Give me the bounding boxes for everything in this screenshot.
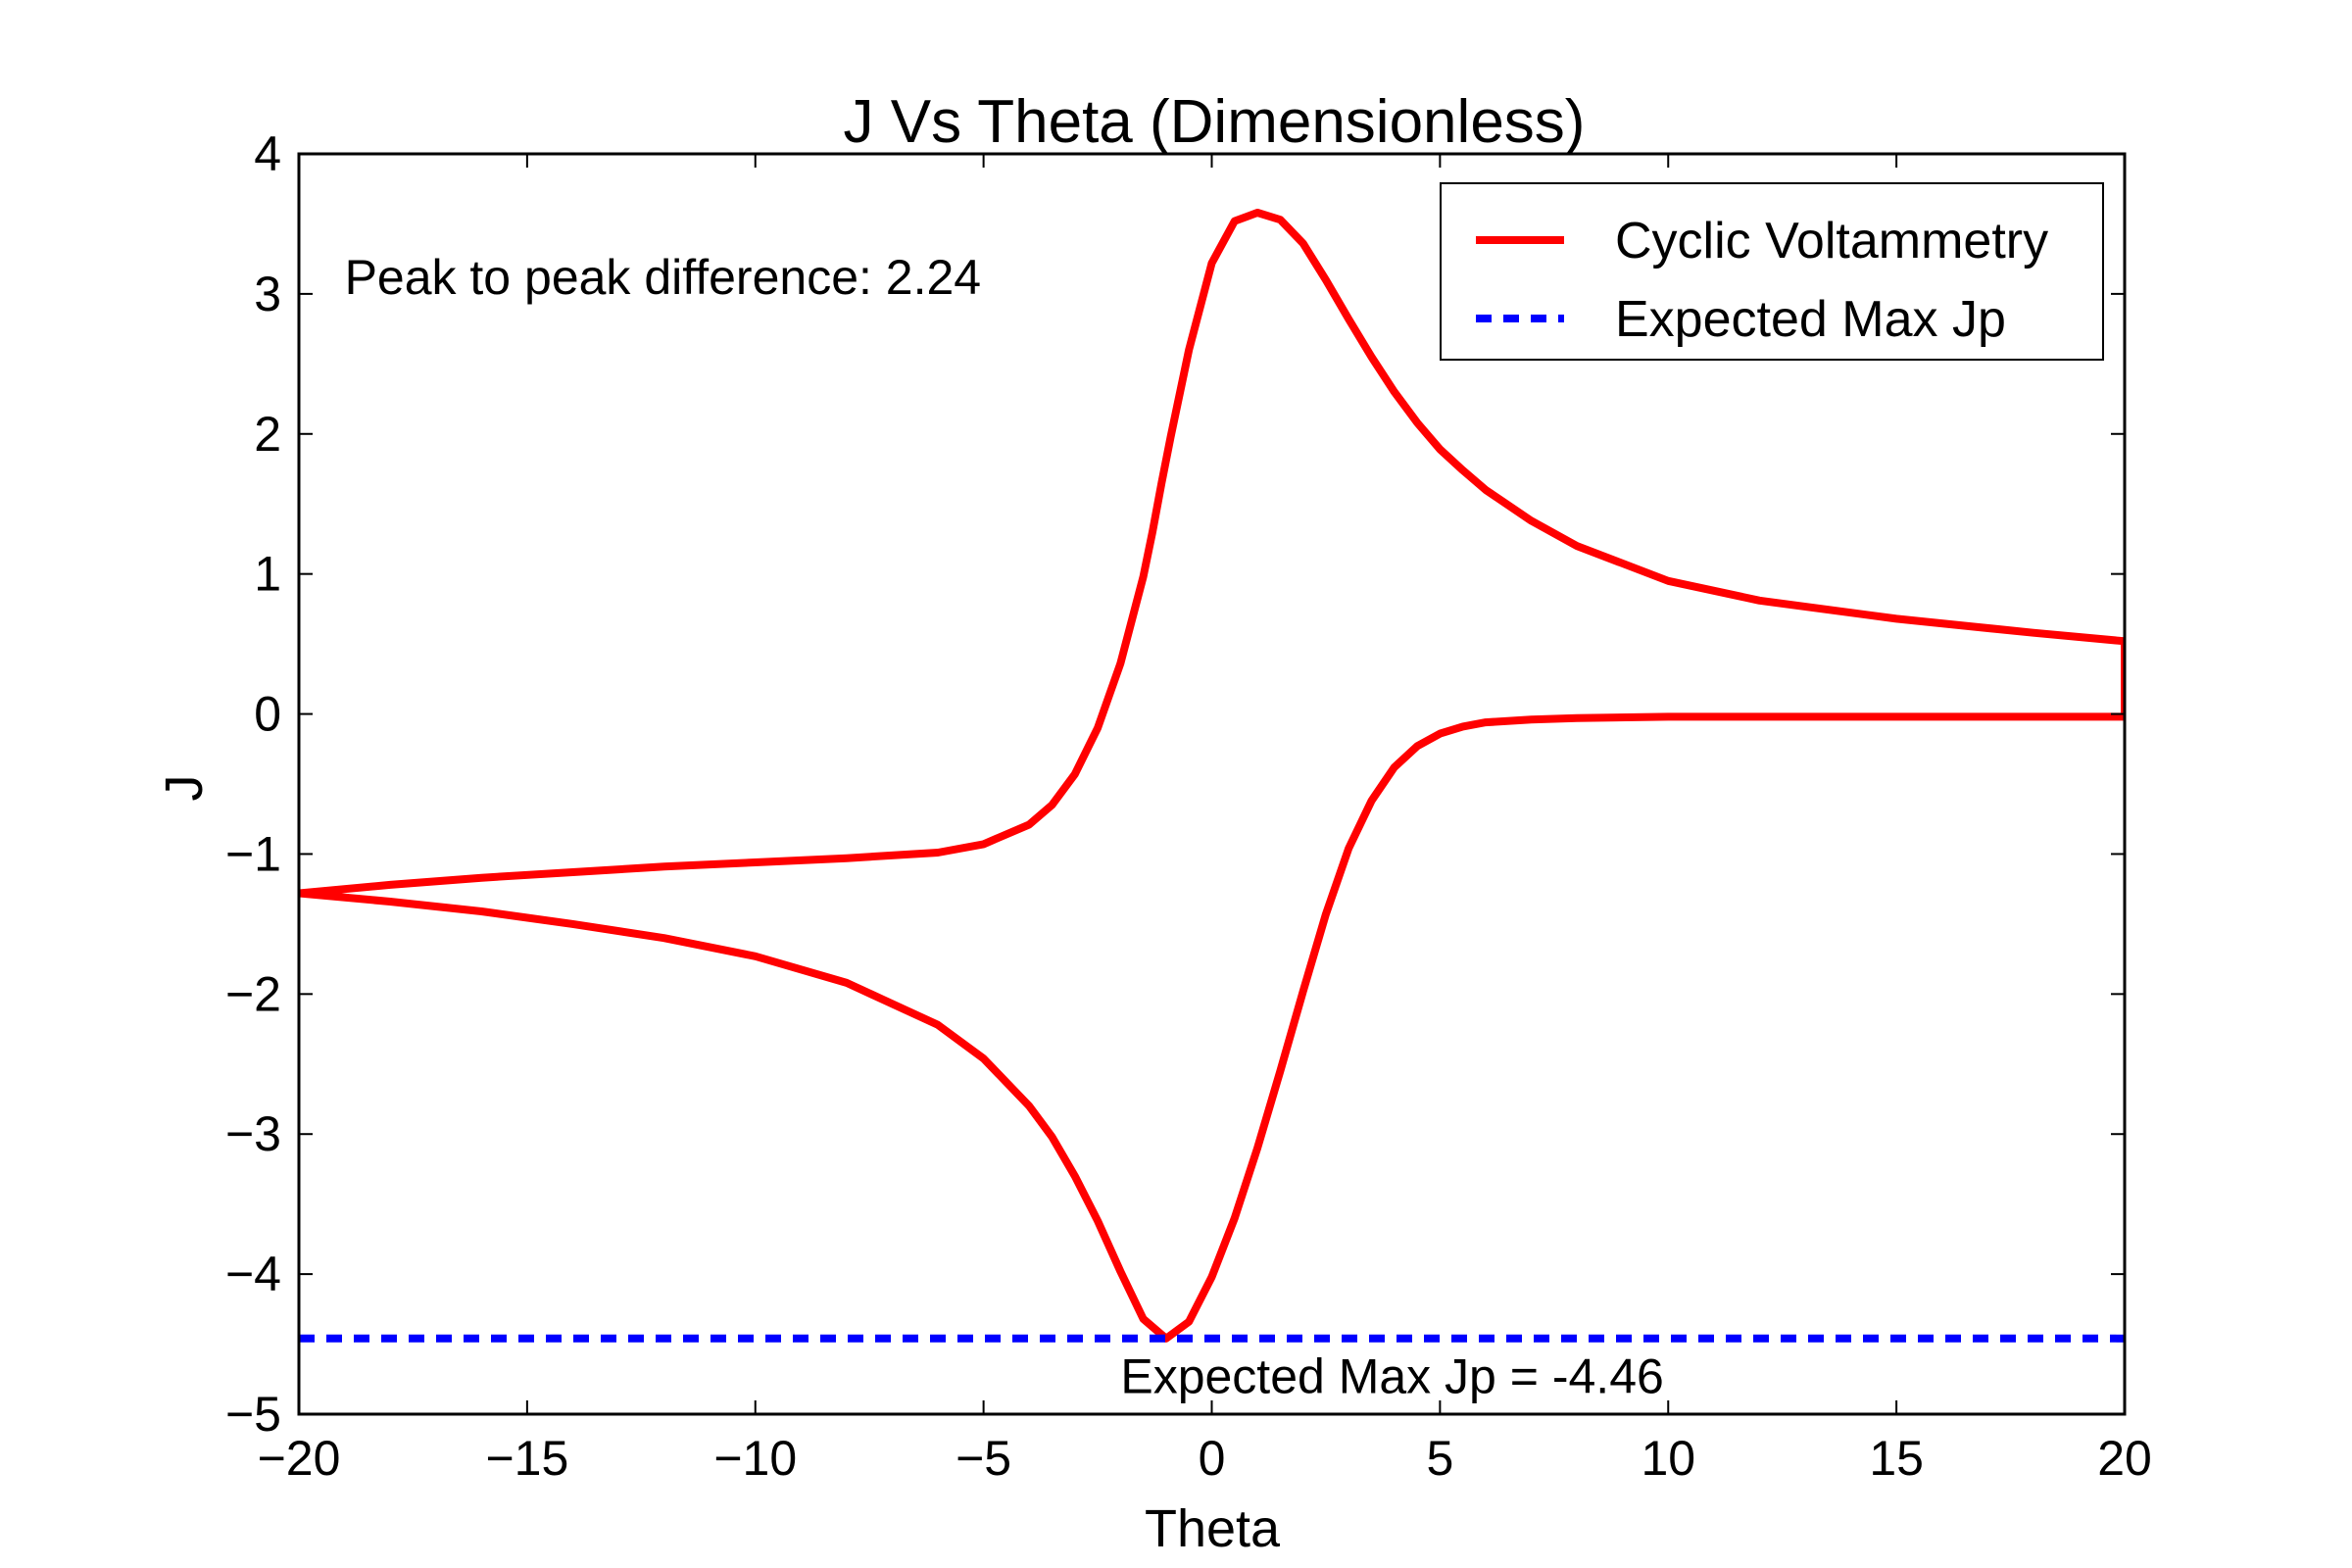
series-layer xyxy=(299,209,2125,1343)
legend: Cyclic Voltammetry Expected Max Jp xyxy=(1440,182,2104,361)
y-axis-label: J xyxy=(155,775,214,802)
x-tick-label: 20 xyxy=(2097,1431,2152,1486)
x-tick-label: 15 xyxy=(1869,1431,1924,1486)
series-line-cyclic-voltammetry xyxy=(299,209,2125,1343)
x-tick-label: 10 xyxy=(1641,1431,1695,1486)
legend-label: Expected Max Jp xyxy=(1615,291,2006,348)
x-tick-label: 5 xyxy=(1426,1431,1453,1486)
y-tick-label: −1 xyxy=(225,826,281,881)
y-tick-label: 2 xyxy=(254,407,281,462)
legend-box xyxy=(1440,182,2104,361)
y-tick-label: 4 xyxy=(254,126,281,181)
x-tick-label: −15 xyxy=(485,1431,568,1486)
x-tick-label: −20 xyxy=(258,1431,341,1486)
expected-max-annotation: Expected Max Jp = -4.46 xyxy=(1120,1349,1663,1404)
peak-difference-annotation: Peak to peak difference: 2.24 xyxy=(345,250,982,305)
x-axis-label: Theta xyxy=(1145,1499,1281,1558)
y-tick-label: −4 xyxy=(225,1247,281,1301)
x-tick-label: 0 xyxy=(1199,1431,1226,1486)
x-tick-label: −5 xyxy=(956,1431,1011,1486)
y-tick-label: 1 xyxy=(254,547,281,602)
x-tick-label: −10 xyxy=(713,1431,797,1486)
chart-title: J Vs Theta (Dimensionless) xyxy=(844,88,1586,156)
y-tick-label: 0 xyxy=(254,687,281,742)
y-tick-label: −2 xyxy=(225,966,281,1021)
legend-label: Cyclic Voltammetry xyxy=(1615,213,2048,270)
annotations: Peak to peak difference: 2.24 Expected Ma… xyxy=(345,250,1664,1404)
y-tick-label: 3 xyxy=(254,267,281,321)
y-tick-label: −5 xyxy=(225,1387,281,1442)
y-tick-label: −3 xyxy=(225,1106,281,1161)
